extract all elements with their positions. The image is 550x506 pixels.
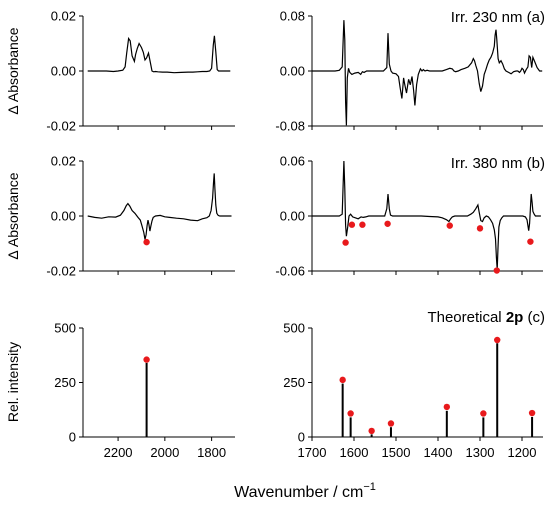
ylabel-row-b: Δ Absorbance [5, 172, 21, 259]
panel-a-left: -0.02 0.00 0.02 [46, 9, 235, 134]
xlabel-text: Wavenumber / cm [234, 484, 363, 501]
peak-marker-b-right [476, 225, 484, 232]
spectrum-trace-b-left [87, 173, 232, 240]
xlabel-exponent: −1 [363, 481, 376, 493]
ytick-label-b-left: -0.02 [46, 264, 76, 279]
xtick-label-c-right: 1300 [466, 445, 495, 460]
panel-b-title: Irr. 380 nm (b) [451, 155, 545, 172]
ytick-label-c-left: 250 [54, 375, 76, 390]
panel-c-title-compound: 2p [506, 309, 524, 326]
peak-marker-c-right [387, 420, 395, 427]
ytick-label-b-right: 0.06 [280, 154, 305, 169]
ytick-label-a-left: 0.02 [51, 9, 76, 24]
spectrum-trace-a-left [87, 35, 231, 74]
panel-c-title-text: Theoretical [427, 309, 505, 326]
panel-b-right: -0.06 0.00 0.06 [275, 154, 543, 279]
peak-marker-c-right [347, 410, 354, 417]
spectrum-trace-a-right [312, 20, 543, 126]
ytick-label-a-right: -0.08 [275, 119, 305, 134]
peak-marker-c-right [480, 410, 487, 417]
peak-marker-b-right [446, 222, 453, 229]
panel-a-title: Irr. 230 nm (a) [451, 9, 545, 26]
xtick-label-c-left: 2200 [104, 445, 133, 460]
xtick-label-c-right: 1600 [340, 445, 369, 460]
plot-panels: -0.020.000.02-0.080.000.08-0.020.000.02-… [46, 9, 543, 460]
xtick-label-c-right: 1400 [424, 445, 453, 460]
peak-marker-b-left [143, 238, 150, 246]
ytick-label-a-right: 0.00 [280, 64, 305, 79]
xtick-label-c-left: 2000 [150, 445, 179, 460]
ylabel-row-c: Rel. intensity [5, 342, 21, 422]
ytick-label-b-right: 0.00 [280, 209, 305, 224]
peak-marker-b-right [493, 267, 500, 274]
panel-c-left: 0 250 500 2200 2000 1800 [54, 321, 235, 460]
xtick-label-c-right: 1200 [508, 445, 537, 460]
peak-marker-c-right [443, 403, 451, 411]
ytick-label-c-left: 500 [54, 321, 76, 336]
ytick-label-c-right: 250 [283, 375, 305, 390]
peak-marker-c-right [368, 427, 375, 435]
xtick-label-c-left: 1800 [197, 445, 226, 460]
peak-marker-c-left [143, 356, 150, 363]
panel-c-title: Theoretical 2p (c) [427, 309, 545, 326]
ytick-label-a-left: -0.02 [46, 119, 76, 134]
peak-marker-c-right [528, 409, 536, 417]
peak-marker-c-right [494, 336, 501, 344]
xlabel: Wavenumber / cm−1 [234, 481, 376, 501]
ytick-label-b-right: -0.06 [275, 264, 305, 279]
panel-c-right: 0 250 500 1700 1600 1500 1400 1300 1200 [283, 321, 543, 460]
peak-marker-b-right [384, 220, 391, 227]
peak-marker-b-right [348, 221, 356, 228]
panel-c-title-tag: (c) [523, 309, 545, 326]
panel-a-right: -0.08 0.00 0.08 [275, 9, 543, 134]
ytick-label-c-left: 0 [69, 430, 76, 445]
ytick-label-a-left: 0.00 [51, 64, 76, 79]
xtick-label-c-right: 1500 [382, 445, 411, 460]
spectrum-trace-b-right [312, 160, 541, 270]
ytick-label-c-right: 0 [298, 430, 305, 445]
peak-marker-c-right [339, 376, 346, 384]
peak-marker-b-right [359, 221, 366, 228]
peak-marker-b-right [527, 238, 534, 245]
ytick-label-b-left: 0.02 [51, 154, 76, 169]
xtick-label-c-right: 1700 [298, 445, 327, 460]
ytick-label-a-right: 0.08 [280, 9, 305, 24]
ylabel-row-a: Δ Absorbance [5, 27, 21, 114]
peak-marker-b-right [342, 239, 349, 246]
ytick-label-b-left: 0.00 [51, 209, 76, 224]
panel-b-left: -0.02 0.00 0.02 [46, 154, 235, 279]
ytick-label-c-right: 500 [283, 321, 305, 336]
